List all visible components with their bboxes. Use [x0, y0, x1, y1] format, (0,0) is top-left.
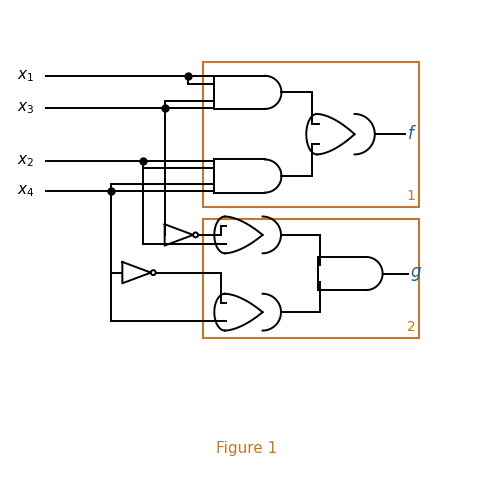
Text: $x_3$: $x_3$ [17, 101, 34, 116]
Bar [203, 62, 419, 207]
Text: $x_1$: $x_1$ [17, 68, 34, 84]
Text: $x_4$: $x_4$ [17, 183, 34, 199]
Text: $f$: $f$ [407, 125, 417, 143]
Text: $x_2$: $x_2$ [17, 153, 34, 169]
Text: $g$: $g$ [410, 264, 422, 283]
Bar [203, 219, 419, 338]
Text: Figure 1: Figure 1 [216, 441, 277, 456]
Text: 2: 2 [407, 320, 415, 334]
Text: 1: 1 [406, 189, 415, 203]
